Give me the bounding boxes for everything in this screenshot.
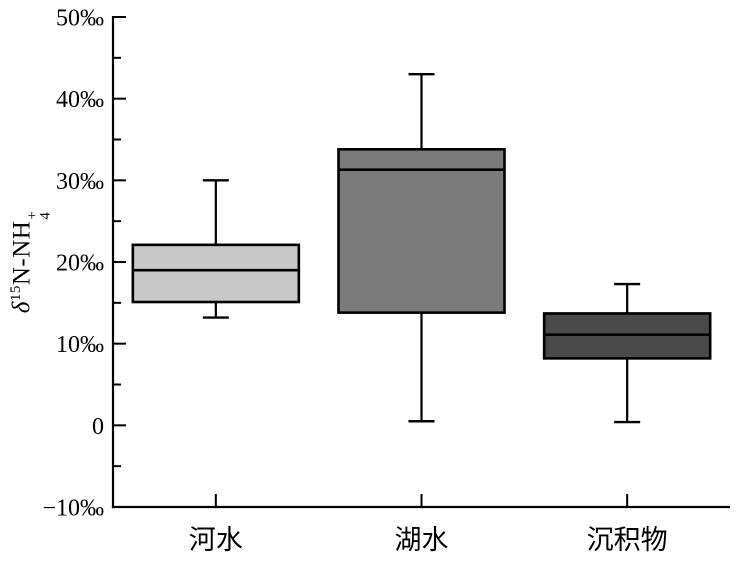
y-tick-label-0: 0 <box>92 414 104 440</box>
x-category-label-lake-water: 湖水 <box>395 525 449 555</box>
box-lake-water <box>337 148 506 314</box>
y-axis-title-four-sub: 4 <box>37 211 53 220</box>
y-axis-title: δ15N-NH +4 <box>7 211 53 314</box>
y-tick-label-neg10: −10‰ <box>42 496 104 522</box>
y-tick-label-10: 10‰ <box>56 332 104 358</box>
y-tick-label-20: 20‰ <box>56 251 104 277</box>
y-axis-title-isotope-sup: 15 <box>7 285 24 302</box>
y-tick-label-40: 40‰ <box>56 87 104 113</box>
y-axis-title-sub-sup-stack: +4 <box>24 211 53 220</box>
y-axis-title-body: N-NH <box>8 220 36 286</box>
y-axis-title-delta: δ <box>8 301 36 314</box>
y-tick-label-50: 50‰ <box>56 6 104 32</box>
x-category-label-river-water: 河水 <box>189 525 243 555</box>
box-river-water <box>131 243 301 304</box>
x-category-label-sediment: 沉积物 <box>587 525 668 555</box>
y-tick-label-30: 30‰ <box>56 169 104 195</box>
